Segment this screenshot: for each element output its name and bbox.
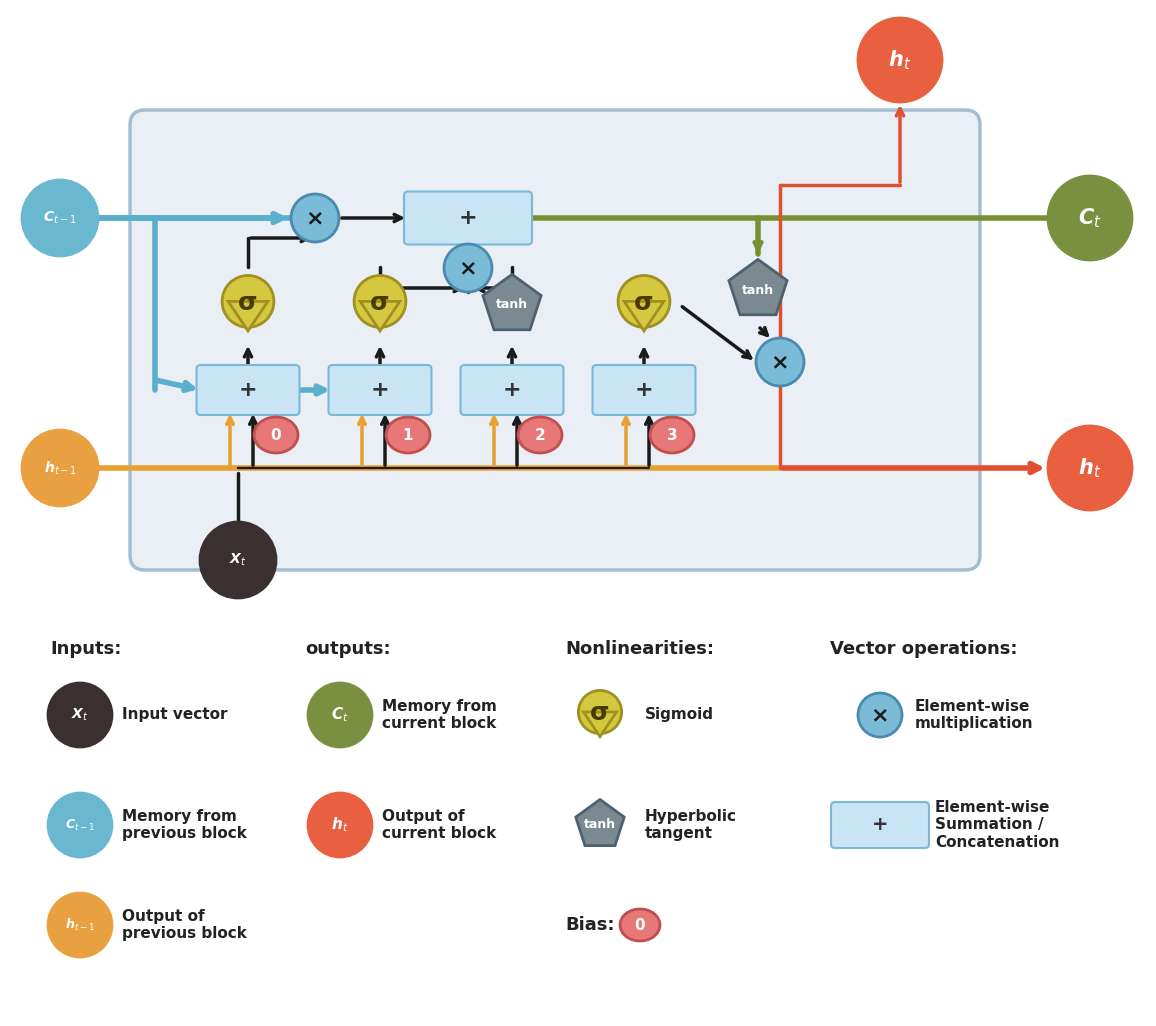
Polygon shape	[483, 274, 541, 329]
Circle shape	[444, 244, 492, 292]
Text: Input vector: Input vector	[123, 708, 228, 722]
Text: X$_t$: X$_t$	[72, 707, 89, 723]
FancyBboxPatch shape	[831, 802, 929, 849]
Text: Hyperbolic
tangent: Hyperbolic tangent	[645, 808, 738, 841]
Circle shape	[222, 275, 274, 327]
Text: X$_{t}$: X$_{t}$	[229, 552, 247, 568]
Circle shape	[291, 194, 339, 242]
Ellipse shape	[650, 417, 694, 453]
Text: σ: σ	[370, 291, 390, 315]
Circle shape	[858, 693, 902, 737]
Text: Output of
previous block: Output of previous block	[123, 909, 247, 941]
Circle shape	[858, 18, 942, 102]
Ellipse shape	[254, 417, 298, 453]
Text: +: +	[635, 380, 653, 400]
Polygon shape	[576, 799, 624, 845]
Circle shape	[578, 690, 622, 734]
Polygon shape	[624, 302, 664, 331]
Text: +: +	[872, 816, 888, 834]
Text: +: +	[503, 380, 521, 400]
Text: σ: σ	[238, 291, 258, 315]
FancyBboxPatch shape	[129, 110, 980, 570]
Text: 1: 1	[402, 428, 413, 442]
Circle shape	[200, 522, 276, 598]
Text: Memory from
current block: Memory from current block	[381, 699, 497, 732]
Polygon shape	[228, 302, 268, 331]
Text: 2: 2	[534, 428, 546, 442]
Text: +: +	[459, 208, 477, 228]
Polygon shape	[729, 260, 787, 315]
Text: Sigmoid: Sigmoid	[645, 708, 714, 722]
Circle shape	[618, 275, 670, 327]
FancyBboxPatch shape	[460, 365, 563, 415]
Text: outputs:: outputs:	[305, 640, 391, 658]
Text: h$_{t}$: h$_{t}$	[888, 48, 912, 72]
Text: h$_{t-1}$: h$_{t-1}$	[65, 917, 95, 933]
Text: tanh: tanh	[742, 283, 775, 297]
Text: C$_{t-1}$: C$_{t-1}$	[65, 818, 95, 832]
Text: C$_t$: C$_t$	[331, 706, 349, 724]
FancyBboxPatch shape	[197, 365, 299, 415]
Text: h$_t$: h$_t$	[332, 816, 349, 834]
Text: Inputs:: Inputs:	[50, 640, 121, 658]
Circle shape	[22, 180, 98, 256]
Circle shape	[49, 793, 112, 857]
Circle shape	[1048, 426, 1132, 510]
Text: σ: σ	[635, 291, 654, 315]
Text: Element-wise
Summation /
Concatenation: Element-wise Summation / Concatenation	[935, 800, 1060, 850]
Circle shape	[307, 683, 372, 747]
Text: Output of
current block: Output of current block	[381, 808, 496, 841]
Text: ×: ×	[771, 352, 790, 372]
Text: C$_{t}$: C$_{t}$	[1079, 206, 1102, 230]
Text: h$_{t}$: h$_{t}$	[1079, 457, 1102, 480]
Text: +: +	[371, 380, 390, 400]
Text: ×: ×	[870, 705, 889, 725]
Circle shape	[22, 430, 98, 506]
Polygon shape	[361, 302, 400, 331]
Text: Nonlinearities:: Nonlinearities:	[565, 640, 714, 658]
FancyBboxPatch shape	[593, 365, 696, 415]
Ellipse shape	[518, 417, 562, 453]
Text: Element-wise
multiplication: Element-wise multiplication	[916, 699, 1033, 732]
Text: Vector operations:: Vector operations:	[830, 640, 1017, 658]
Ellipse shape	[386, 417, 430, 453]
Text: ×: ×	[459, 258, 477, 278]
Circle shape	[307, 793, 372, 857]
Text: 0: 0	[271, 428, 281, 442]
Text: tanh: tanh	[584, 819, 616, 831]
Ellipse shape	[620, 909, 660, 941]
Circle shape	[1048, 176, 1132, 260]
FancyBboxPatch shape	[328, 365, 431, 415]
Polygon shape	[584, 712, 616, 737]
Text: tanh: tanh	[496, 299, 528, 312]
Text: h$_{t-1}$: h$_{t-1}$	[44, 460, 76, 477]
Text: C$_{t-1}$: C$_{t-1}$	[43, 209, 76, 226]
Text: Memory from
previous block: Memory from previous block	[123, 808, 247, 841]
Text: Bias:: Bias:	[565, 916, 615, 934]
FancyBboxPatch shape	[403, 192, 532, 244]
Circle shape	[354, 275, 406, 327]
Text: +: +	[238, 380, 258, 400]
Text: σ: σ	[591, 702, 609, 725]
Circle shape	[49, 893, 112, 957]
Text: 0: 0	[635, 917, 645, 933]
Text: 3: 3	[667, 428, 677, 442]
Circle shape	[49, 683, 112, 747]
Circle shape	[756, 338, 805, 386]
Text: ×: ×	[305, 208, 325, 228]
